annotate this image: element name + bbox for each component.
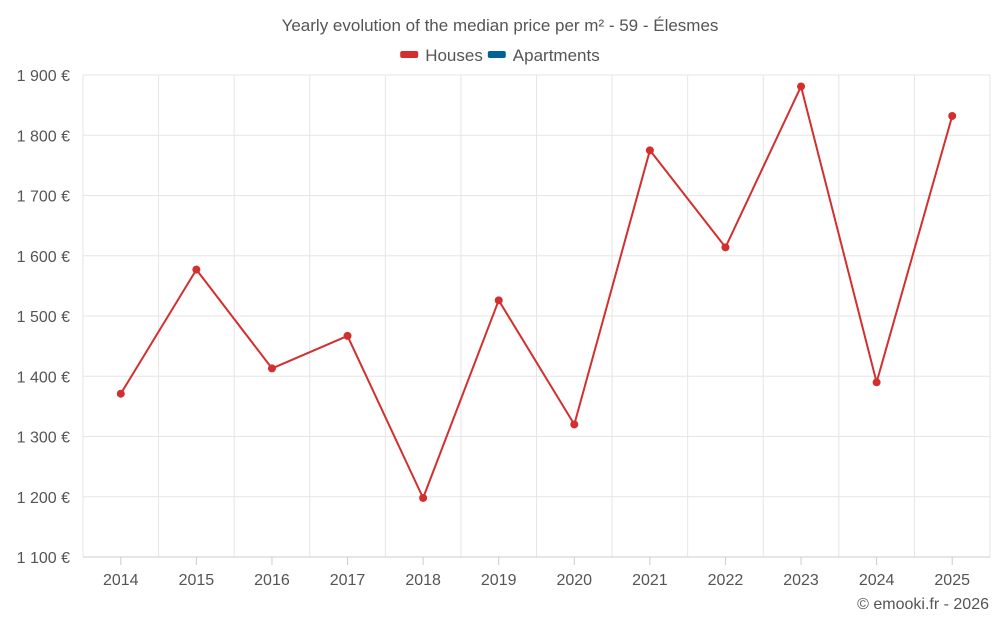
- data-point-houses-2025[interactable]: [948, 111, 957, 120]
- plot-area: [116, 82, 957, 502]
- legend-swatch-houses: [400, 51, 419, 58]
- y-tick-label: 1 100 €: [17, 550, 70, 567]
- y-axis: 1 100 € 1 200 € 1 300 € 1 400 € 1 500 € 1 600…: [17, 68, 70, 567]
- data-point-houses-2014[interactable]: [116, 389, 125, 398]
- x-tick-label: 2022: [708, 572, 744, 589]
- legend-item-houses[interactable]: Houses: [400, 46, 483, 65]
- data-point-houses-2016[interactable]: [267, 364, 276, 373]
- chart-title: Yearly evolution of the median price per…: [282, 16, 719, 35]
- legend: Houses Apartments: [400, 46, 600, 65]
- grid: [82, 74, 991, 558]
- data-point-houses-2023[interactable]: [797, 82, 806, 91]
- x-tick-label: 2016: [254, 572, 290, 589]
- y-tick-label: 1 600 €: [17, 249, 70, 266]
- data-point-houses-2020[interactable]: [570, 420, 579, 429]
- y-tick-label: 1 400 €: [17, 369, 70, 386]
- x-tick-label: 2023: [783, 572, 819, 589]
- x-tick-label: 2018: [405, 572, 441, 589]
- x-tick-label: 2019: [481, 572, 517, 589]
- legend-item-apartments[interactable]: Apartments: [487, 46, 600, 65]
- data-point-houses-2018[interactable]: [419, 493, 428, 502]
- x-axis: 2014 2015 2016 2017 2018 2019 2020 2021 2022 2023…: [103, 557, 970, 589]
- legend-label-apartments: Apartments: [513, 46, 600, 65]
- x-tick-label: 2020: [556, 572, 592, 589]
- y-tick-label: 1 200 €: [17, 490, 70, 507]
- x-tick-label: 2017: [330, 572, 366, 589]
- y-tick-label: 1 700 €: [17, 189, 70, 206]
- data-point-houses-2015[interactable]: [192, 265, 201, 274]
- data-point-houses-2017[interactable]: [343, 331, 352, 340]
- credit-text: © emooki.fr - 2026: [857, 596, 989, 613]
- x-tick-label: 2015: [179, 572, 215, 589]
- y-tick-label: 1 300 €: [17, 430, 70, 447]
- legend-label-houses: Houses: [425, 46, 483, 65]
- y-tick-label: 1 900 €: [17, 68, 70, 85]
- x-tick-label: 2014: [103, 572, 139, 589]
- series-line-houses: [119, 85, 954, 499]
- y-tick-label: 1 800 €: [17, 128, 70, 145]
- data-point-houses-2021[interactable]: [645, 146, 654, 155]
- x-tick-label: 2024: [859, 572, 895, 589]
- legend-swatch-apartments: [487, 51, 506, 58]
- data-point-houses-2024[interactable]: [872, 378, 881, 387]
- x-tick-label: 2025: [934, 572, 970, 589]
- data-point-houses-2022[interactable]: [721, 243, 730, 252]
- data-point-houses-2019[interactable]: [494, 296, 503, 305]
- x-tick-label: 2021: [632, 572, 668, 589]
- y-tick-label: 1 500 €: [17, 309, 70, 326]
